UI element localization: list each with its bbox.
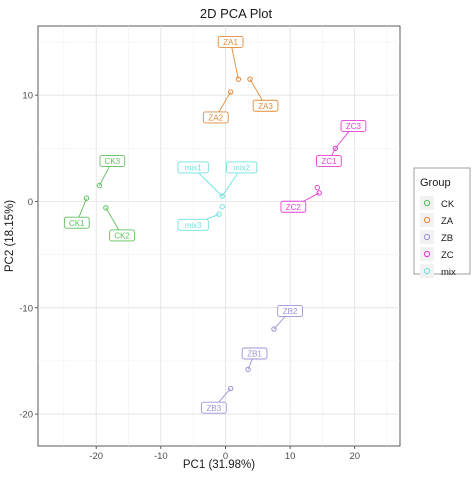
legend-label: CK bbox=[441, 199, 455, 210]
data-point bbox=[83, 195, 90, 201]
y-tick-label: 0 bbox=[28, 197, 33, 208]
point-connector bbox=[230, 41, 239, 80]
point-label: ZC3 bbox=[346, 122, 362, 131]
legend-key-marker bbox=[423, 199, 431, 207]
point-label-box bbox=[177, 218, 209, 231]
chart-title: 2D PCA Plot bbox=[200, 6, 273, 21]
legend-key-bg bbox=[420, 230, 434, 244]
data-point bbox=[103, 205, 109, 211]
point-label: ZA2 bbox=[208, 114, 223, 123]
point-label: ZB1 bbox=[247, 350, 262, 359]
point-label-box bbox=[225, 161, 258, 174]
x-tick-label: 0 bbox=[223, 451, 228, 462]
point-label: ZB3 bbox=[206, 404, 221, 413]
point-label-box bbox=[177, 161, 209, 174]
legend-label: ZB bbox=[441, 233, 453, 244]
data-point bbox=[314, 184, 320, 191]
legend-key-bg bbox=[420, 264, 434, 278]
legend-key-bg bbox=[420, 247, 434, 261]
point-label: CK3 bbox=[105, 157, 121, 166]
legend-label: ZC bbox=[441, 250, 454, 261]
data-point bbox=[245, 366, 251, 373]
point-label: ZA3 bbox=[258, 102, 273, 111]
x-tick-label: 20 bbox=[349, 451, 360, 462]
legend-key-marker bbox=[423, 250, 431, 258]
legend-key-marker bbox=[423, 216, 431, 224]
legend-key-bg bbox=[420, 196, 434, 210]
legend: Group CK ZA ZB ZC mix bbox=[413, 167, 471, 278]
legend-title: Group bbox=[420, 177, 451, 189]
point-label-box bbox=[217, 35, 244, 48]
x-tick-label: -20 bbox=[89, 451, 103, 462]
point-label: mix1 bbox=[185, 164, 202, 173]
y-tick-label: -10 bbox=[19, 303, 33, 314]
point-label-box bbox=[202, 111, 229, 124]
x-axis-label: PC1 (31.98%) bbox=[183, 459, 255, 471]
legend-key-marker bbox=[423, 233, 431, 241]
point-label-box bbox=[252, 99, 279, 112]
data-point bbox=[271, 326, 277, 332]
point-label: mix3 bbox=[185, 221, 202, 230]
data-point bbox=[235, 76, 242, 82]
data-point bbox=[219, 204, 225, 210]
legend-label: ZA bbox=[441, 216, 454, 227]
data-point bbox=[96, 182, 103, 189]
point-label-box bbox=[200, 401, 227, 414]
point-label: CK2 bbox=[114, 232, 130, 241]
point-label: ZA1 bbox=[223, 38, 238, 47]
point-label: ZC2 bbox=[286, 203, 302, 212]
legend-key-marker bbox=[423, 267, 431, 275]
point-label-box bbox=[280, 200, 307, 213]
legend-label: mix bbox=[441, 267, 456, 278]
point-label: ZC1 bbox=[321, 157, 337, 166]
point-label-box bbox=[277, 305, 303, 317]
point-labels: CK3 CK1 CK2 ZA1 ZA2 ZA3 ZB2 ZB1 ZB3 ZC3 ZC1 ZC2 mix1… bbox=[63, 35, 367, 414]
point-label-box bbox=[63, 216, 90, 229]
data-point bbox=[216, 211, 222, 217]
plot-panel bbox=[37, 25, 401, 447]
y-axis-label: PC2 (18.15%) bbox=[4, 200, 16, 272]
data-point bbox=[227, 385, 234, 392]
point-label-box bbox=[99, 155, 126, 167]
grid-lines bbox=[38, 26, 400, 446]
x-tick-label: 10 bbox=[285, 451, 296, 462]
data-points bbox=[83, 76, 339, 392]
y-tick-label: 10 bbox=[22, 91, 33, 102]
data-point bbox=[227, 89, 234, 95]
data-point bbox=[219, 193, 225, 199]
point-label: mix2 bbox=[233, 164, 250, 173]
x-tick-label: -10 bbox=[154, 451, 168, 462]
point-label-box bbox=[109, 229, 135, 242]
data-point bbox=[247, 76, 253, 82]
legend-key-bg bbox=[420, 213, 434, 227]
point-label-box bbox=[241, 347, 268, 360]
data-point bbox=[316, 190, 322, 196]
data-point bbox=[332, 145, 339, 151]
point-label-box bbox=[340, 119, 367, 132]
point-label-box bbox=[316, 155, 342, 167]
y-tick-label: -20 bbox=[19, 410, 33, 421]
point-label: CK1 bbox=[69, 219, 85, 228]
point-label: ZB2 bbox=[283, 307, 298, 316]
axis-ticks: -20 -10 0 10 20 -20 -10 0 10 bbox=[19, 91, 360, 462]
